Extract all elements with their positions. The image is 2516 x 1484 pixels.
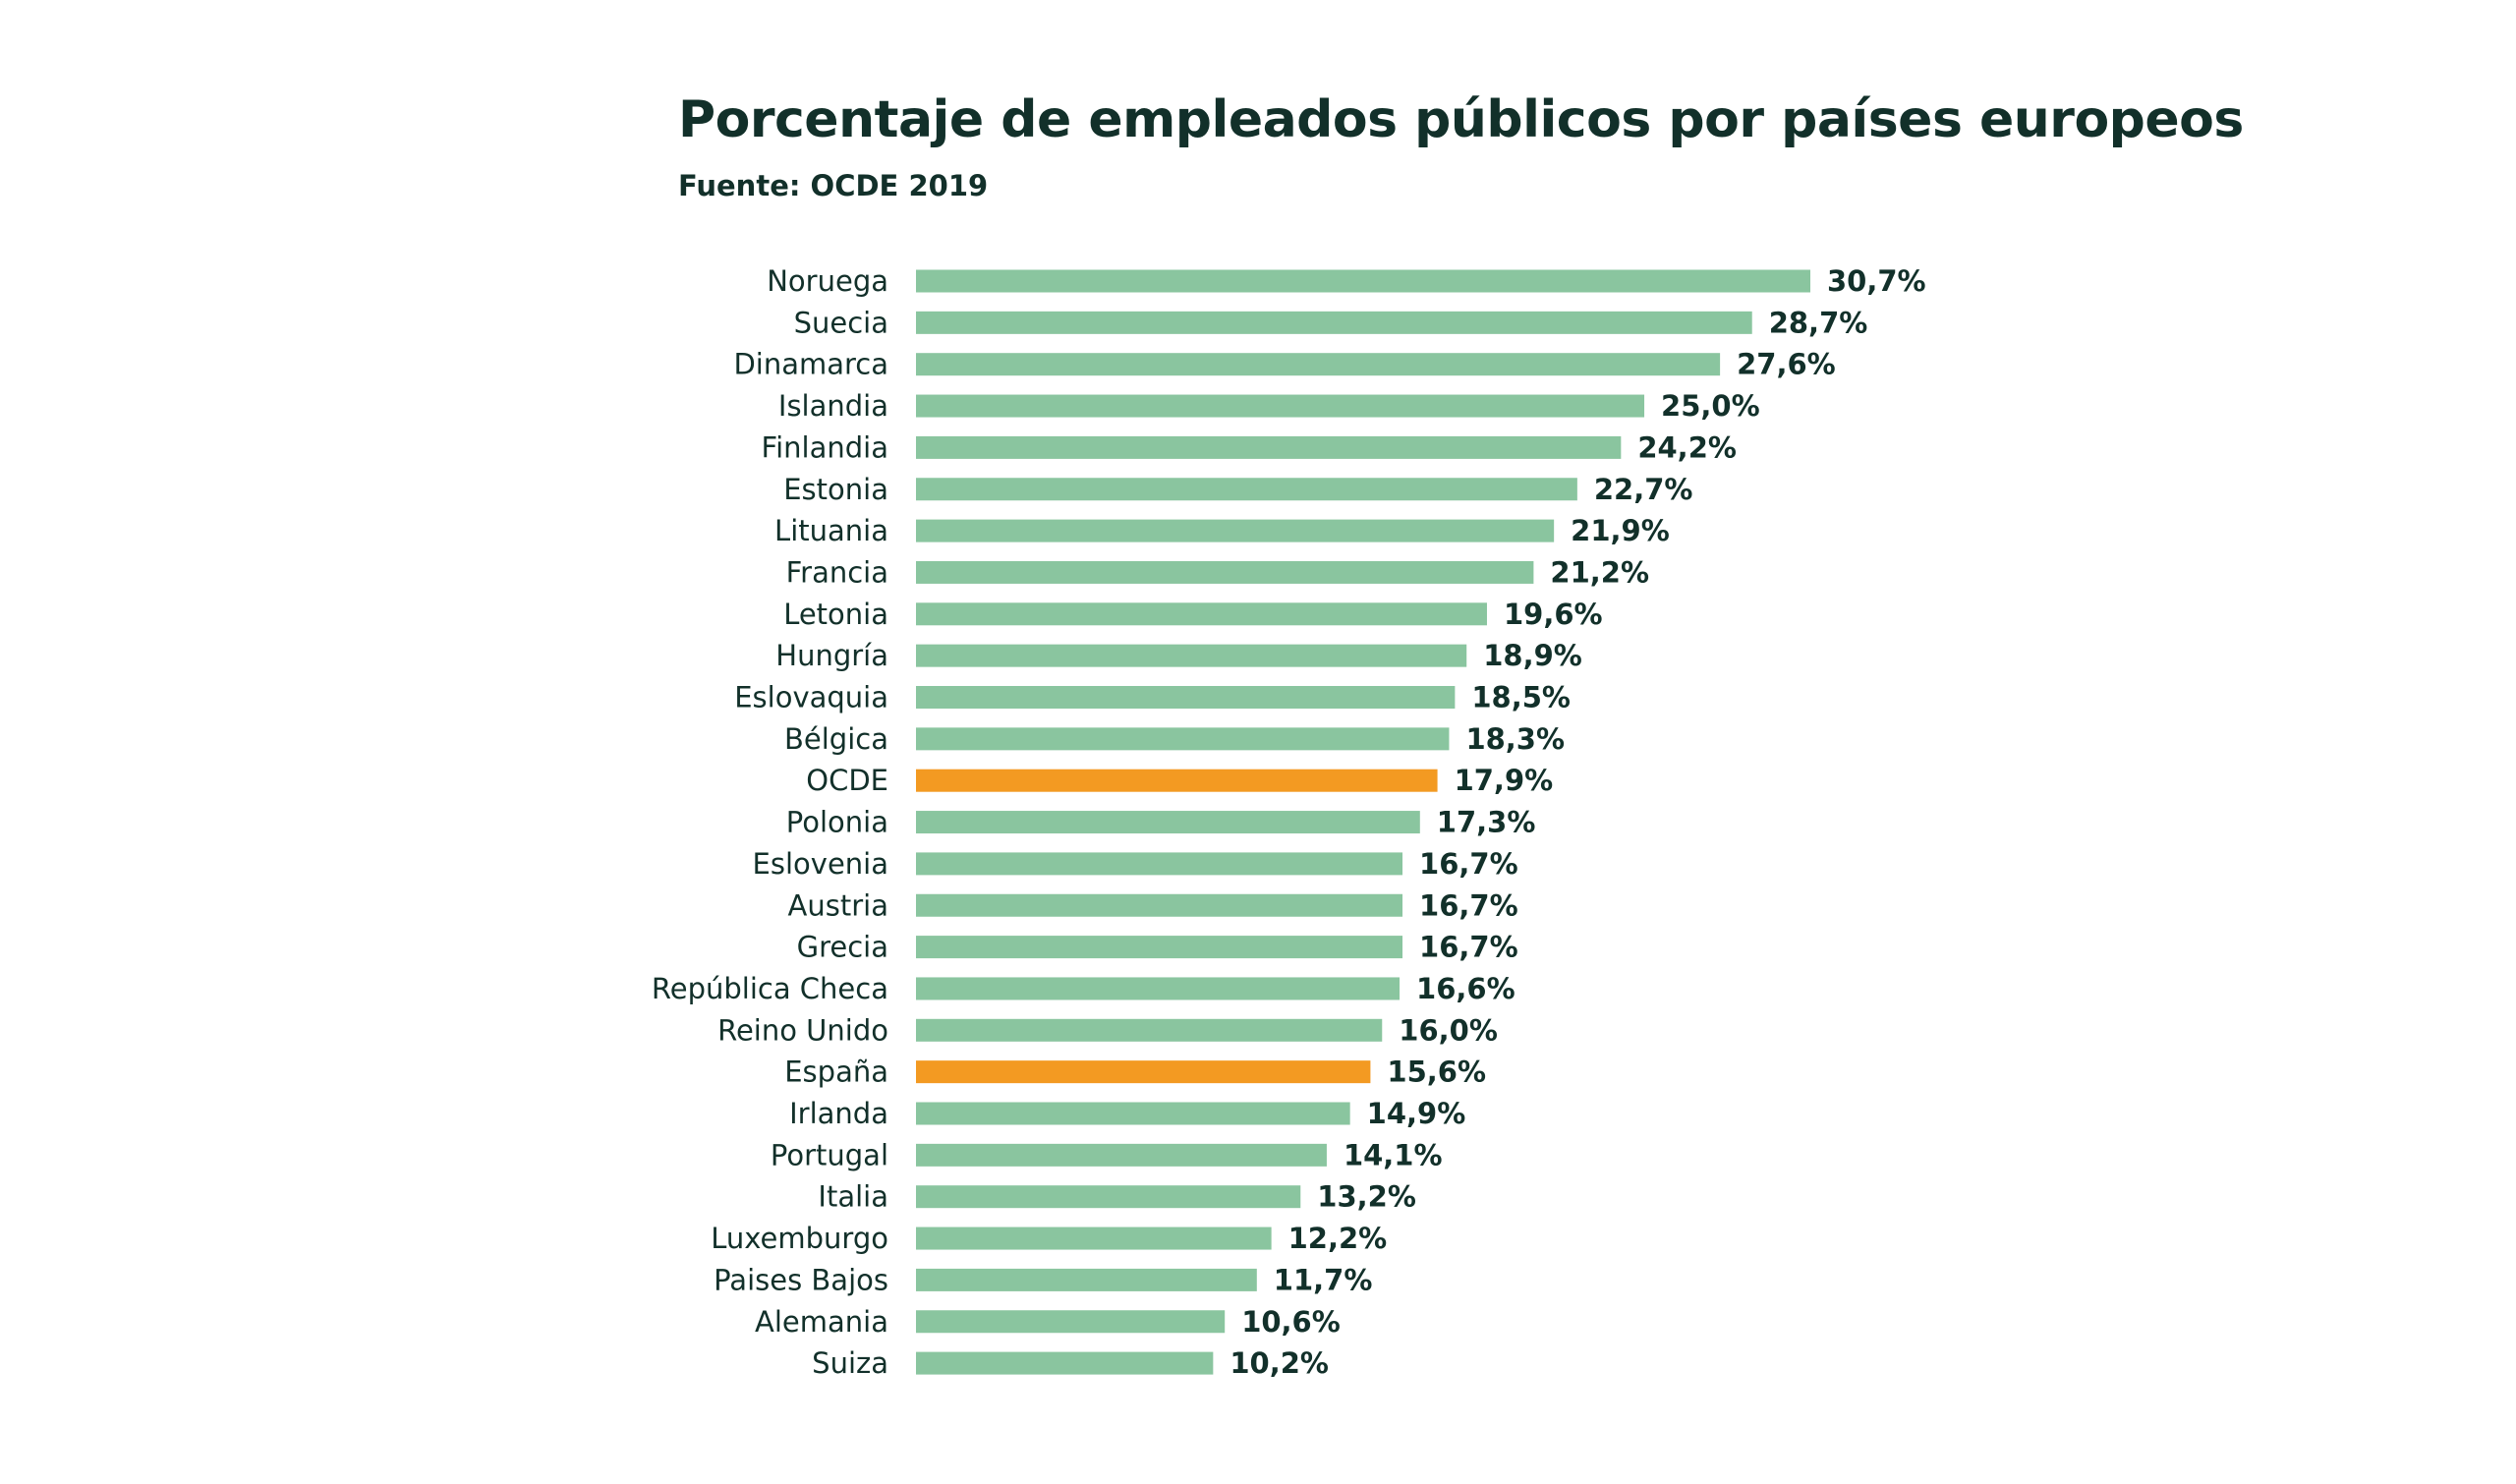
bar-republica-checa bbox=[916, 977, 1401, 1000]
category-label-islandia: Islandia bbox=[778, 389, 888, 423]
category-label-ocde: OCDE bbox=[806, 764, 888, 797]
category-label-lituania: Lituania bbox=[774, 514, 888, 547]
value-label-noruega: 30,7% bbox=[1827, 264, 1926, 298]
category-label-estonia: Estonia bbox=[783, 473, 888, 506]
value-label-paises-bajos: 11,7% bbox=[1274, 1263, 1373, 1296]
category-label-alemania: Alemania bbox=[755, 1305, 888, 1339]
bar-suecia bbox=[916, 311, 1752, 334]
value-label-eslovaquia: 18,5% bbox=[1471, 681, 1571, 714]
value-label-austria: 16,7% bbox=[1419, 888, 1518, 922]
category-label-austria: Austria bbox=[788, 888, 888, 922]
category-label-dinamarca: Dinamarca bbox=[733, 348, 888, 381]
value-label-estonia: 22,7% bbox=[1594, 473, 1693, 506]
bar-austria bbox=[916, 893, 1403, 917]
bar-eslovaquia bbox=[916, 686, 1456, 709]
bar-polonia bbox=[916, 811, 1420, 834]
bar-ocde bbox=[916, 769, 1438, 792]
category-label-finlandia: Finlandia bbox=[762, 430, 888, 464]
category-label-eslovenia: Eslovenia bbox=[753, 847, 888, 881]
value-label-francia: 21,2% bbox=[1550, 555, 1649, 589]
value-label-irlanda: 14,9% bbox=[1367, 1097, 1466, 1130]
bar-estonia bbox=[916, 478, 1577, 501]
chart-title: Porcentaje de empleados públicos por paí… bbox=[678, 90, 2244, 149]
category-label-hungria: Hungría bbox=[775, 639, 888, 672]
category-label-eslovaquia: Eslovaquia bbox=[734, 681, 888, 714]
category-label-letonia: Letonia bbox=[783, 598, 888, 631]
category-label-italia: Italia bbox=[818, 1180, 888, 1214]
bar-hungria bbox=[916, 644, 1467, 667]
bar-islandia bbox=[916, 394, 1645, 418]
value-label-portugal: 14,1% bbox=[1344, 1138, 1443, 1171]
value-label-suiza: 10,2% bbox=[1229, 1346, 1329, 1380]
category-label-espana: España bbox=[784, 1056, 888, 1089]
bar-belgica bbox=[916, 727, 1450, 751]
value-label-reino-unido: 16,0% bbox=[1399, 1013, 1498, 1047]
bar-dinamarca bbox=[916, 353, 1721, 376]
category-label-paises-bajos: Paises Bajos bbox=[714, 1263, 888, 1296]
category-label-francia: Francia bbox=[786, 555, 888, 589]
value-label-belgica: 18,3% bbox=[1465, 722, 1565, 756]
bar-luxemburgo bbox=[916, 1227, 1272, 1250]
value-label-republica-checa: 16,6% bbox=[1416, 972, 1515, 1005]
bar-alemania bbox=[916, 1310, 1226, 1334]
value-label-hungria: 18,9% bbox=[1483, 639, 1582, 672]
bar-suiza bbox=[916, 1351, 1214, 1375]
category-label-republica-checa: República Checa bbox=[652, 972, 888, 1005]
value-label-eslovenia: 16,7% bbox=[1419, 847, 1518, 881]
bar-francia bbox=[916, 560, 1534, 584]
category-label-suiza: Suiza bbox=[812, 1346, 888, 1380]
bar-noruega bbox=[916, 269, 1810, 293]
bar-italia bbox=[916, 1185, 1301, 1209]
bar-grecia bbox=[916, 936, 1403, 959]
category-label-reino-unido: Reino Unido bbox=[717, 1013, 888, 1047]
value-label-suecia: 28,7% bbox=[1769, 306, 1868, 339]
category-label-polonia: Polonia bbox=[786, 806, 888, 839]
value-label-espana: 15,6% bbox=[1387, 1056, 1486, 1089]
category-label-suecia: Suecia bbox=[794, 306, 888, 339]
value-label-letonia: 19,6% bbox=[1504, 598, 1603, 631]
value-label-grecia: 16,7% bbox=[1419, 931, 1518, 964]
bar-finlandia bbox=[916, 435, 1622, 459]
chart-subtitle: Fuente: OCDE 2019 bbox=[678, 169, 989, 202]
bar-paises-bajos bbox=[916, 1268, 1257, 1291]
category-label-grecia: Grecia bbox=[797, 931, 888, 964]
bar-reino-unido bbox=[916, 1018, 1383, 1042]
value-label-finlandia: 24,2% bbox=[1637, 430, 1737, 464]
category-label-belgica: Bélgica bbox=[784, 722, 888, 756]
value-label-polonia: 17,3% bbox=[1437, 806, 1536, 839]
value-label-ocde: 17,9% bbox=[1455, 764, 1554, 797]
category-label-portugal: Portugal bbox=[771, 1138, 888, 1171]
bar-espana bbox=[916, 1060, 1371, 1084]
bar-portugal bbox=[916, 1143, 1327, 1167]
bar-lituania bbox=[916, 519, 1555, 542]
value-label-lituania: 21,9% bbox=[1571, 514, 1670, 547]
category-label-noruega: Noruega bbox=[767, 264, 888, 298]
category-label-irlanda: Irlanda bbox=[789, 1097, 888, 1130]
bar-letonia bbox=[916, 602, 1487, 626]
value-label-luxemburgo: 12,2% bbox=[1288, 1222, 1388, 1255]
value-label-islandia: 25,0% bbox=[1661, 389, 1760, 423]
value-label-dinamarca: 27,6% bbox=[1737, 348, 1836, 381]
bar-eslovenia bbox=[916, 852, 1403, 876]
value-label-italia: 13,2% bbox=[1317, 1180, 1416, 1214]
bar-irlanda bbox=[916, 1102, 1350, 1125]
value-label-alemania: 10,6% bbox=[1241, 1305, 1341, 1339]
category-label-luxemburgo: Luxemburgo bbox=[711, 1222, 888, 1255]
